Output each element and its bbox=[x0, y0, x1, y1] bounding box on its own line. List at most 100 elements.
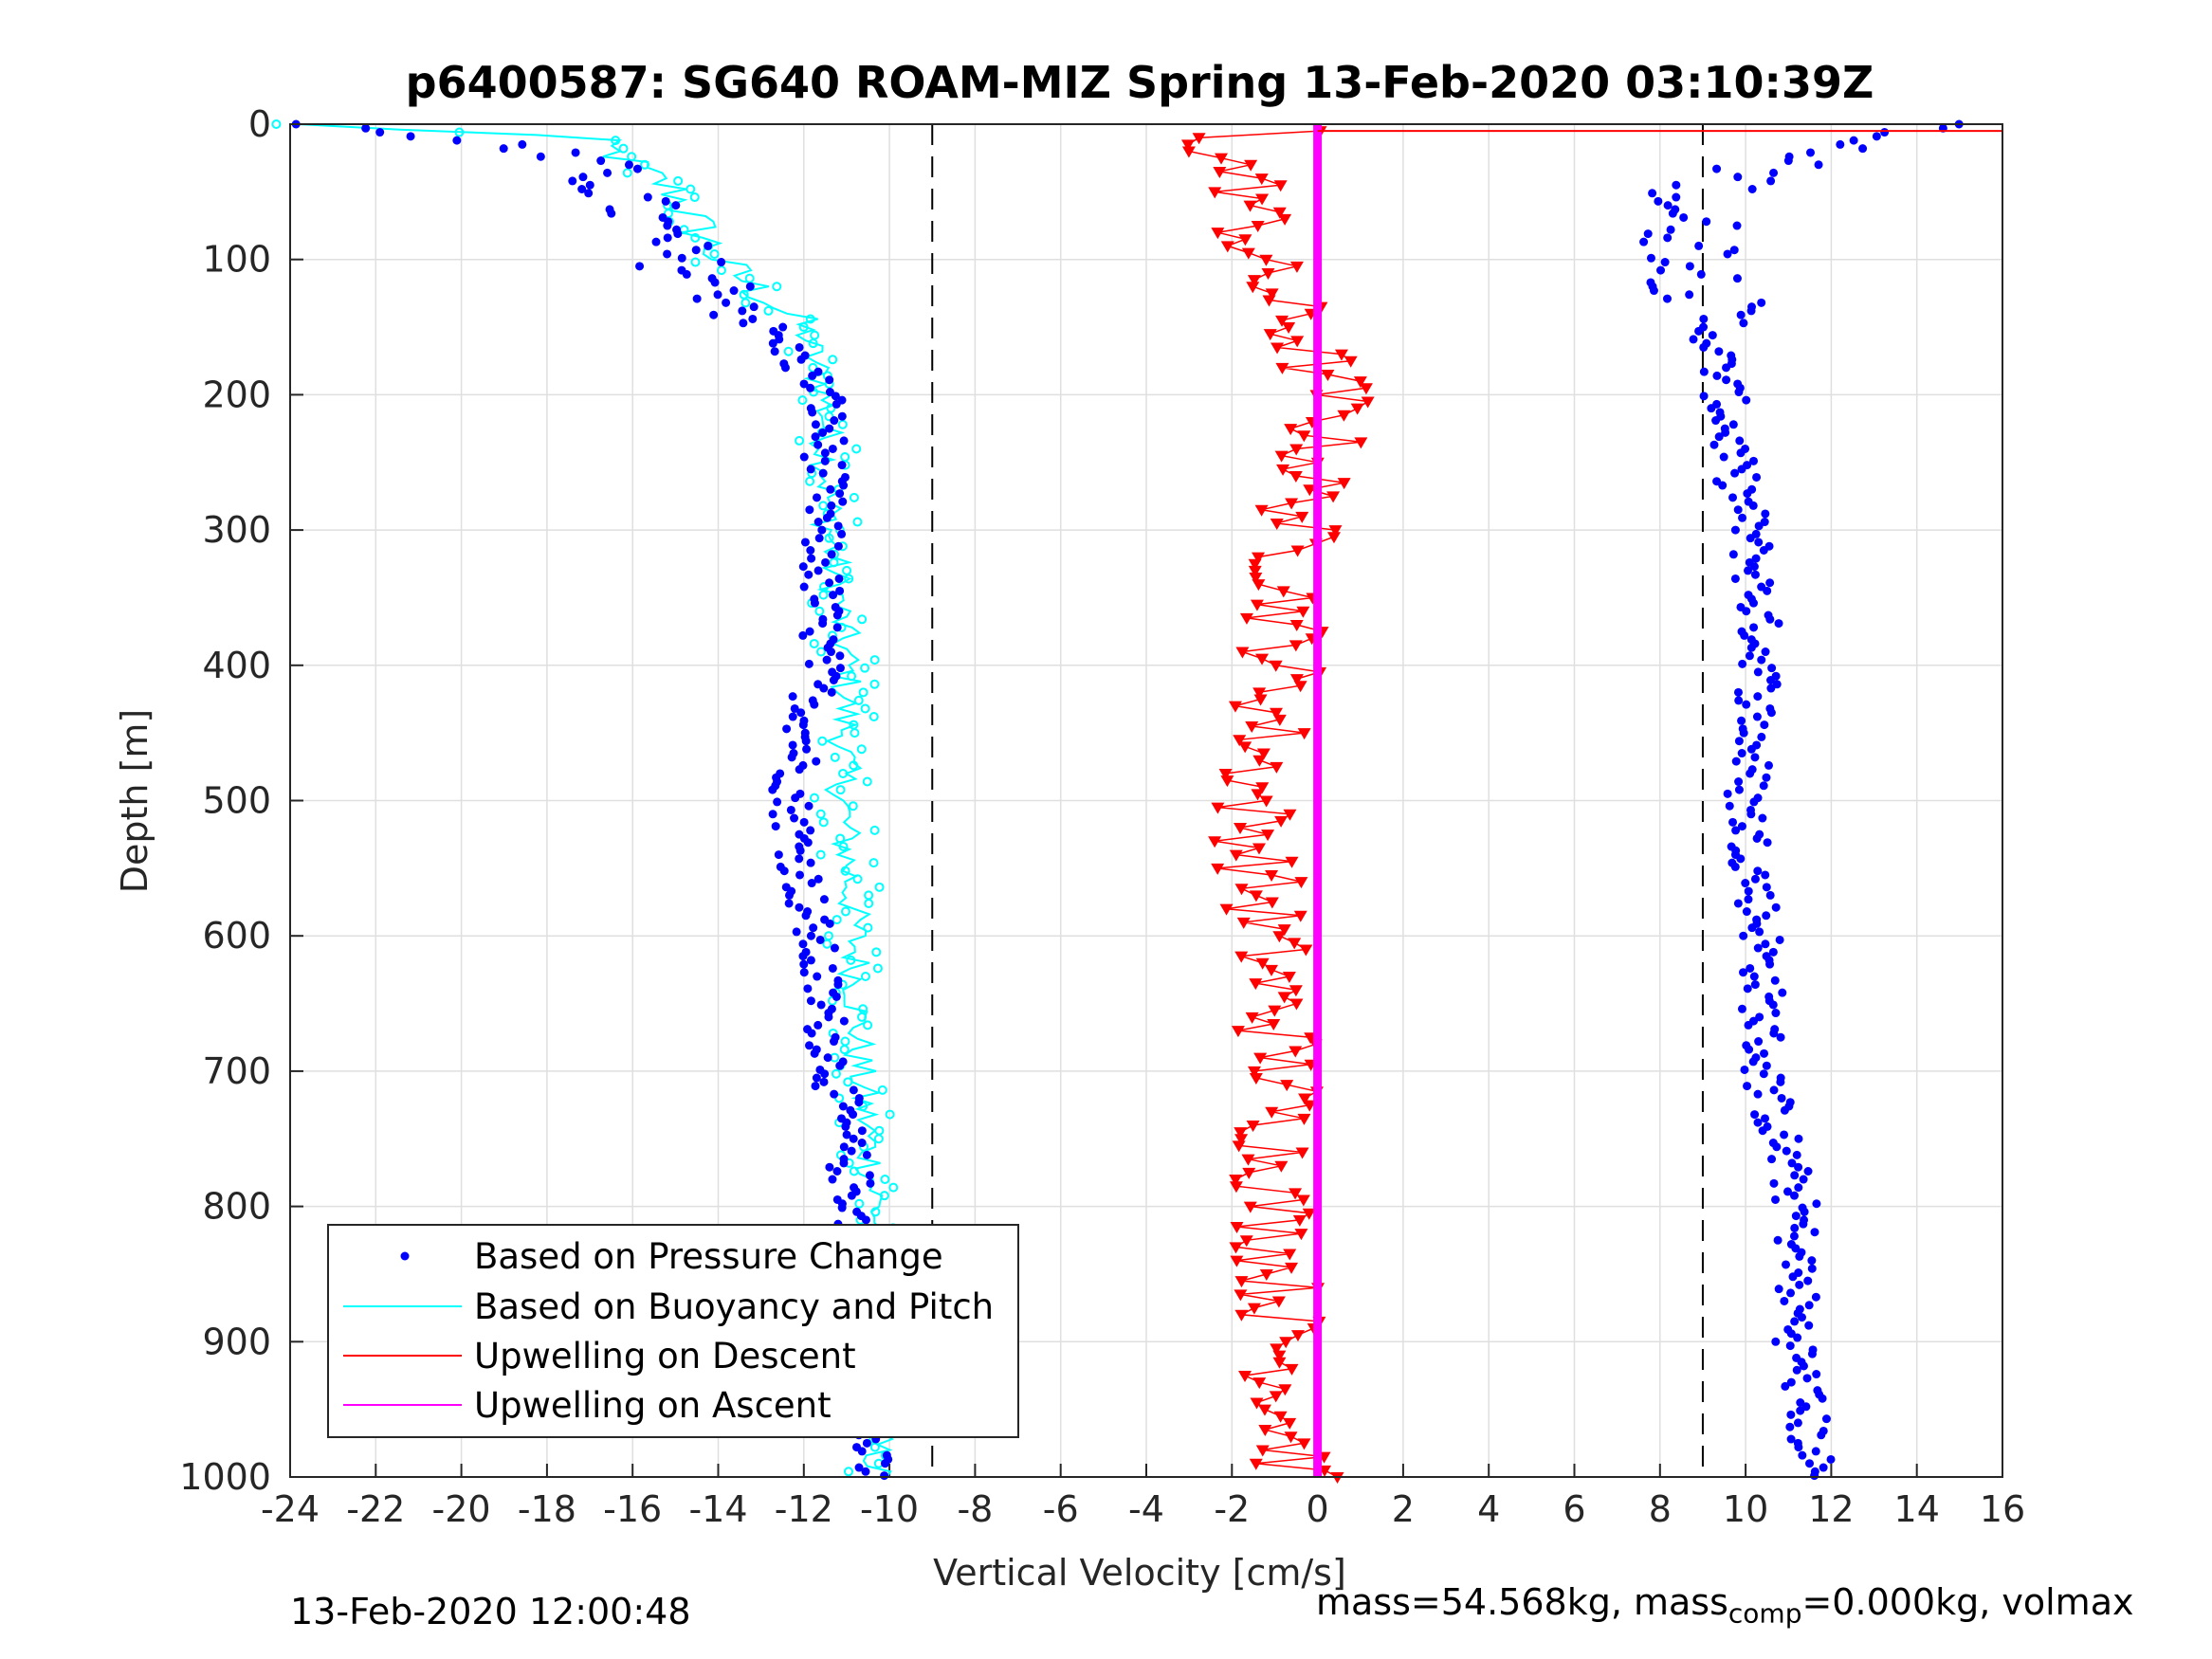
upwelling-descent-marker bbox=[1289, 674, 1304, 686]
pressure-ascent-point bbox=[1734, 388, 1744, 397]
pressure-descent-point bbox=[624, 160, 633, 170]
buoyancy-pitch-point bbox=[863, 1020, 873, 1030]
y-tick-labels: 0 100 200 300 400 500 600 700 800 900 1000 bbox=[179, 103, 271, 1498]
pressure-ascent-point bbox=[1733, 505, 1743, 515]
pressure-descent-point bbox=[795, 902, 804, 912]
pressure-descent-point bbox=[812, 1073, 821, 1083]
upwelling-descent-marker bbox=[1256, 748, 1271, 760]
pressure-descent-point bbox=[704, 241, 713, 250]
upwelling-descent-marker bbox=[1246, 282, 1260, 294]
pressure-ascent-point bbox=[1786, 1410, 1796, 1419]
legend: Based on Pressure Change Based on Buoyan… bbox=[327, 1224, 1019, 1438]
upwelling-descent-marker bbox=[1276, 586, 1290, 598]
pressure-descent-point bbox=[830, 416, 839, 426]
x-tick-label: 16 bbox=[1980, 1488, 2025, 1530]
buoyancy-pitch-point bbox=[871, 947, 882, 957]
pressure-ascent-point bbox=[1746, 769, 1755, 778]
buoyancy-pitch-point bbox=[854, 1198, 865, 1209]
buoyancy-pitch-point bbox=[852, 874, 863, 884]
upwelling-descent-marker bbox=[1251, 789, 1265, 801]
buoyancy-pitch-point bbox=[805, 314, 815, 324]
upwelling-descent-marker bbox=[1229, 1181, 1243, 1194]
upwelling-descent-marker bbox=[1290, 336, 1305, 348]
pressure-ascent-point bbox=[1746, 306, 1756, 316]
footer-timestamp: 13-Feb-2020 12:00:48 bbox=[290, 1591, 691, 1632]
pressure-ascent-point bbox=[1759, 546, 1768, 556]
upwelling-descent-marker bbox=[1239, 1235, 1253, 1248]
pressure-ascent-point bbox=[1795, 1280, 1804, 1289]
pressure-ascent-point bbox=[1749, 623, 1759, 632]
pressure-ascent-point bbox=[1646, 253, 1655, 263]
buoyancy-pitch-point bbox=[843, 1467, 853, 1477]
pressure-descent-point bbox=[710, 278, 720, 287]
pressure-descent-point bbox=[839, 481, 849, 490]
pressure-descent-point bbox=[792, 927, 801, 937]
pressure-descent-point bbox=[748, 314, 758, 323]
upwelling-descent-marker bbox=[1255, 653, 1270, 665]
pressure-ascent-point bbox=[1742, 700, 1751, 709]
pressure-descent-point bbox=[828, 1175, 837, 1184]
pressure-descent-point bbox=[798, 562, 808, 572]
upwelling-descent-marker bbox=[1262, 295, 1276, 307]
pressure-ascent-point bbox=[1767, 664, 1777, 673]
upwelling-descent-marker bbox=[1289, 998, 1304, 1011]
pressure-ascent-point bbox=[1730, 525, 1740, 535]
upwelling-descent-marker bbox=[1258, 1425, 1272, 1437]
buoyancy-pitch-point bbox=[271, 119, 282, 129]
pressure-ascent-point bbox=[1821, 1414, 1831, 1424]
pressure-descent-point bbox=[775, 335, 784, 344]
pressure-descent-point bbox=[811, 1082, 820, 1091]
upwelling-descent-marker bbox=[1265, 869, 1279, 882]
buoyancy-pitch-point bbox=[869, 1442, 880, 1452]
buoyancy-pitch-point bbox=[843, 1077, 853, 1087]
pressure-ascent-point bbox=[1732, 221, 1742, 230]
pressure-ascent-point bbox=[1761, 939, 1770, 949]
pressure-descent-point bbox=[837, 411, 847, 421]
buoyancy-pitch-point bbox=[840, 906, 850, 917]
x-tick-label: -14 bbox=[688, 1488, 747, 1530]
pressure-descent-point bbox=[663, 233, 672, 243]
pressure-ascent-point bbox=[1800, 1207, 1809, 1216]
pressure-ascent-point bbox=[1770, 975, 1780, 985]
buoyancy-pitch-point bbox=[798, 322, 809, 333]
pressure-descent-point bbox=[796, 355, 806, 364]
upwelling-descent-marker bbox=[1270, 1343, 1284, 1356]
pressure-descent-point bbox=[787, 753, 796, 762]
pressure-descent-point bbox=[807, 554, 816, 563]
pressure-ascent-point bbox=[1767, 1155, 1777, 1164]
pressure-descent-point bbox=[780, 363, 790, 373]
pressure-ascent-point bbox=[1679, 212, 1689, 222]
pressure-descent-point bbox=[805, 627, 814, 636]
pressure-ascent-point bbox=[1818, 1394, 1827, 1403]
pressure-ascent-point bbox=[1734, 737, 1744, 746]
pressure-descent-point bbox=[820, 456, 830, 465]
upwelling-descent-marker bbox=[1295, 1147, 1309, 1159]
pressure-ascent-point bbox=[1771, 902, 1781, 912]
pressure-descent-point bbox=[824, 1012, 833, 1022]
x-tick-label: -22 bbox=[346, 1488, 405, 1530]
upwelling-descent-marker bbox=[1254, 173, 1269, 186]
pressure-ascent-point bbox=[1744, 566, 1753, 575]
pressure-descent-point bbox=[806, 546, 815, 556]
buoyancy-pitch-point bbox=[885, 1109, 895, 1120]
pressure-descent-point bbox=[828, 444, 837, 453]
upwelling-descent-marker bbox=[1326, 491, 1341, 503]
buoyancy-pitch-point bbox=[835, 785, 846, 795]
pressure-descent-point bbox=[833, 541, 843, 551]
pressure-ascent-point bbox=[1782, 1146, 1791, 1156]
pressure-descent-point bbox=[795, 854, 804, 864]
pressure-descent-point bbox=[827, 550, 836, 559]
upwelling-descent-marker bbox=[1326, 532, 1341, 544]
y-tick-label: 0 bbox=[248, 103, 271, 145]
x-tick-label: 10 bbox=[1723, 1488, 1768, 1530]
pressure-descent-point bbox=[635, 262, 645, 271]
upwelling-descent-marker bbox=[1334, 349, 1348, 361]
pressure-descent-point bbox=[784, 899, 794, 908]
pressure-descent-point bbox=[799, 582, 809, 592]
upwelling-descent-marker bbox=[1249, 890, 1263, 902]
upwelling-descent-marker bbox=[1192, 133, 1206, 145]
pressure-descent-point bbox=[778, 322, 788, 332]
pressure-descent-point bbox=[799, 452, 809, 462]
pressure-descent-point bbox=[814, 518, 823, 527]
upwelling-descent-marker bbox=[1283, 1249, 1297, 1261]
